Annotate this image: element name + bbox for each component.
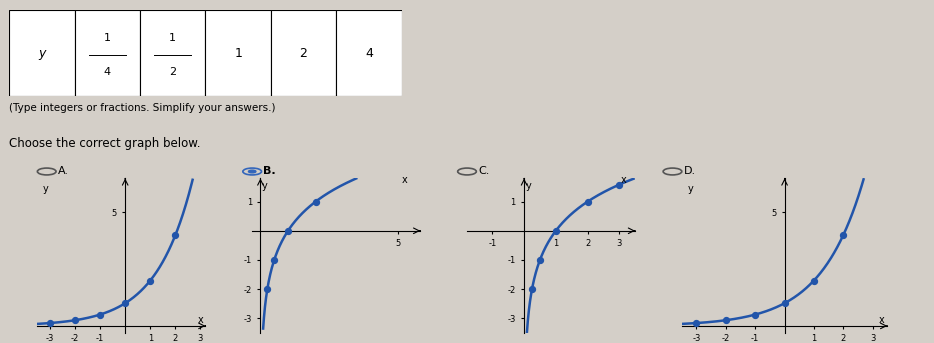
Point (718, 318, 733, 323)
Text: C.: C. (478, 166, 489, 177)
Text: y: y (42, 184, 49, 194)
Point (836, 232, 851, 238)
Point (280, 228, 295, 234)
Text: (Type integers or fractions. Simplify your answers.): (Type integers or fractions. Simplify yo… (9, 103, 276, 113)
Point (580, 199, 595, 204)
Bar (75, 10, 140, 96)
Point (92, 312, 107, 317)
Text: y: y (262, 181, 267, 191)
Point (525, 286, 540, 292)
Text: x: x (197, 315, 203, 325)
Text: 4: 4 (104, 67, 111, 77)
Text: 1: 1 (234, 47, 242, 60)
Text: y: y (526, 181, 531, 191)
Text: 4: 4 (365, 47, 373, 60)
Text: 2: 2 (300, 47, 307, 60)
Point (689, 320, 704, 326)
Point (806, 278, 821, 283)
Point (865, 142, 880, 147)
Point (168, 232, 183, 238)
Text: x: x (620, 175, 626, 185)
Point (267, 257, 282, 263)
Bar (271, 10, 336, 96)
Point (260, 286, 275, 292)
Text: Choose the correct graph below.: Choose the correct graph below. (9, 137, 201, 150)
Bar (336, 10, 402, 96)
Text: B.: B. (263, 166, 276, 177)
Text: 2: 2 (169, 67, 177, 77)
Text: y: y (688, 184, 694, 194)
Point (118, 300, 133, 306)
Text: 1: 1 (104, 33, 111, 43)
Point (748, 312, 763, 317)
Bar (9, 10, 75, 96)
Text: y: y (38, 47, 46, 60)
Point (42, 320, 57, 326)
Text: x: x (402, 175, 407, 185)
Point (67, 318, 82, 323)
Point (548, 228, 563, 234)
Text: A.: A. (58, 166, 69, 177)
Text: x: x (879, 315, 884, 325)
Point (308, 199, 323, 204)
Point (777, 300, 792, 306)
Point (532, 257, 547, 263)
Text: 1: 1 (169, 33, 177, 43)
Point (612, 182, 627, 187)
Text: D.: D. (684, 166, 696, 177)
Point (143, 278, 158, 283)
Bar (205, 10, 271, 96)
Bar (140, 10, 205, 96)
